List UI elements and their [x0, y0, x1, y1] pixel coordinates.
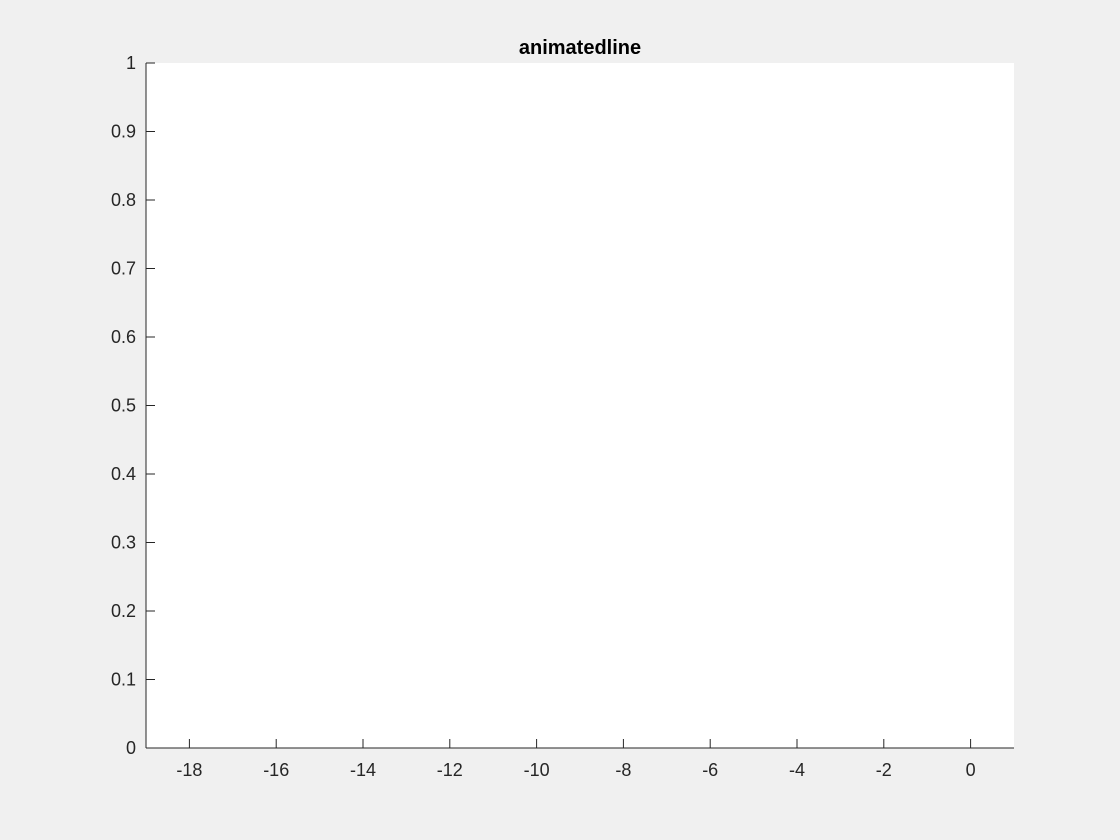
y-tick-label: 1 — [126, 53, 136, 73]
x-tick-label: -14 — [350, 760, 376, 780]
x-tick-label: 0 — [966, 760, 976, 780]
y-tick-label: 0 — [126, 738, 136, 758]
chart-title: animatedline — [519, 37, 641, 59]
y-tick-labels: 0 0.1 0.2 0.3 0.4 0.5 0.6 0.7 0.8 0.9 1 — [111, 53, 136, 758]
y-tick-label: 0.3 — [111, 533, 136, 553]
x-tick-label: -4 — [789, 760, 805, 780]
y-tick-label: 0.6 — [111, 327, 136, 347]
axes-background — [146, 63, 1014, 748]
y-tick-label: 0.7 — [111, 259, 136, 279]
x-tick-label: -6 — [702, 760, 718, 780]
x-tick-label: -18 — [176, 760, 202, 780]
x-tick-label: -8 — [615, 760, 631, 780]
x-tick-label: -12 — [437, 760, 463, 780]
x-tick-labels: -18 -16 -14 -12 -10 -8 -6 -4 -2 0 — [176, 760, 975, 780]
x-tick-label: -10 — [524, 760, 550, 780]
x-tick-label: -2 — [876, 760, 892, 780]
x-tick-label: -16 — [263, 760, 289, 780]
y-tick-label: 0.8 — [111, 190, 136, 210]
y-tick-label: 0.4 — [111, 464, 136, 484]
y-tick-label: 0.9 — [111, 122, 136, 142]
y-tick-label: 0.1 — [111, 670, 136, 690]
y-tick-label: 0.5 — [111, 396, 136, 416]
y-tick-label: 0.2 — [111, 601, 136, 621]
x-ticks — [188, 739, 972, 748]
